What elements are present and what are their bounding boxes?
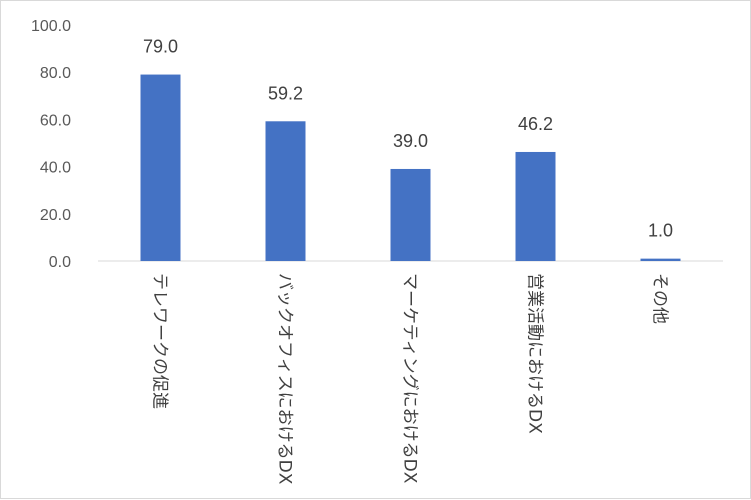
y-axis-ticks: 0.0 20.0 40.0 60.0 80.0 100.0 <box>31 18 71 271</box>
y-tick-label: 20.0 <box>40 207 71 224</box>
bar <box>390 168 431 261</box>
bars <box>140 74 681 262</box>
category-label: マーケティングにおけるDX <box>400 273 420 484</box>
category-labels: テレワークの促進 バックオフィスにおけるDX マーケティングにおけるDX 営業活動にお… <box>150 273 670 485</box>
data-labels: 79.0 59.2 39.0 46.2 1.0 <box>143 37 673 241</box>
bar <box>640 258 681 261</box>
data-label: 39.0 <box>393 131 428 151</box>
y-tick-label: 100.0 <box>31 18 71 35</box>
data-label: 79.0 <box>143 37 178 57</box>
category-label: テレワークの促進 <box>150 273 170 409</box>
category-label: 営業活動におけるDX <box>525 273 545 434</box>
y-tick-label: 80.0 <box>40 65 71 82</box>
y-tick-label: 0.0 <box>49 254 71 271</box>
category-label: バックオフィスにおけるDX <box>275 273 295 485</box>
y-tick-label: 60.0 <box>40 112 71 129</box>
data-label: 1.0 <box>648 221 673 241</box>
bar <box>140 74 181 261</box>
bar <box>515 151 556 261</box>
bar <box>265 121 306 262</box>
y-tick-label: 40.0 <box>40 160 71 177</box>
data-label: 59.2 <box>268 83 303 103</box>
data-label: 46.2 <box>518 114 553 134</box>
category-label: その他 <box>650 273 670 324</box>
